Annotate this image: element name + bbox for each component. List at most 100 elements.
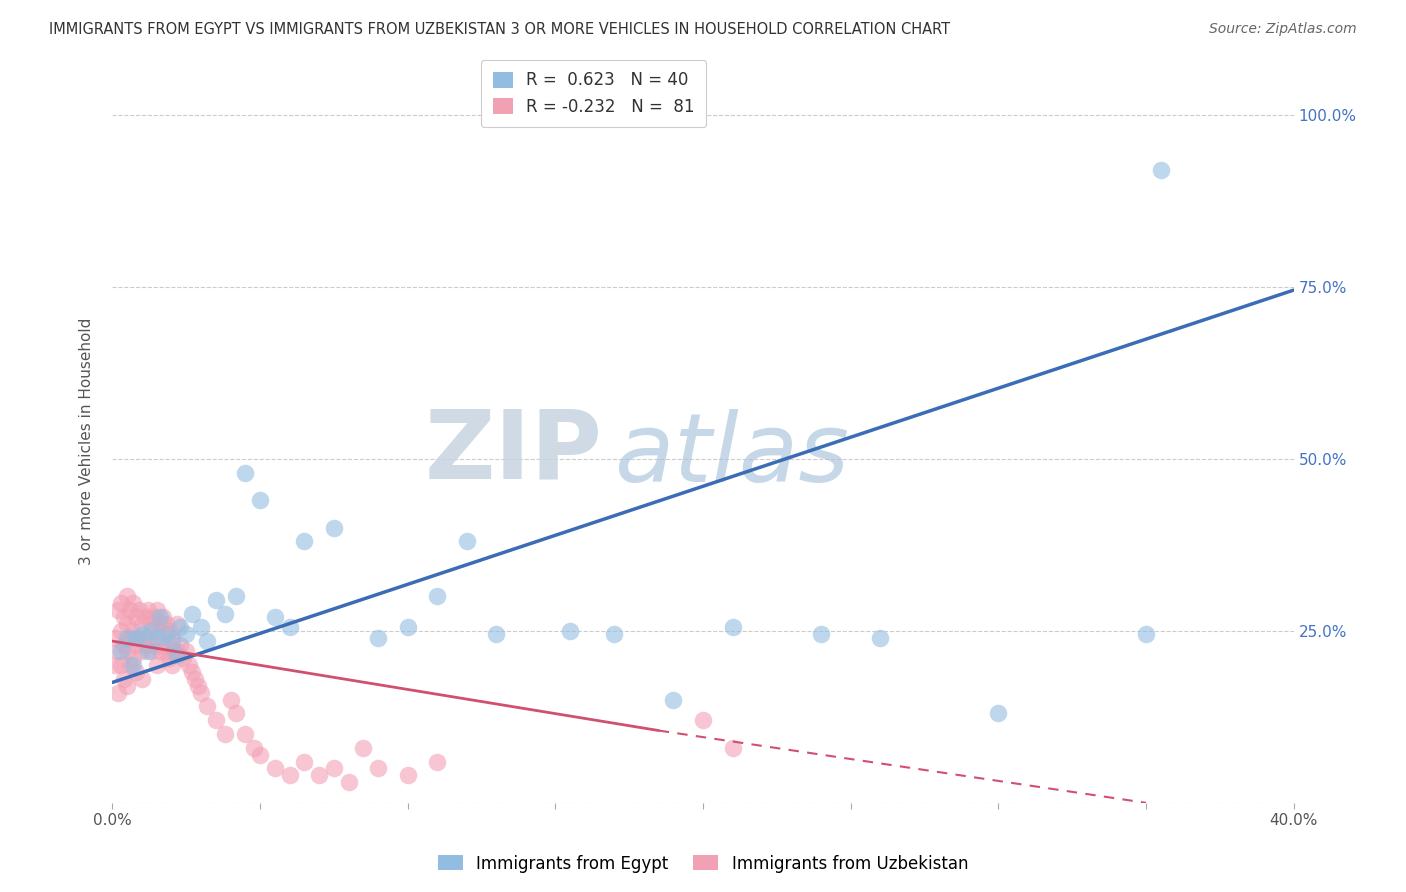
Point <box>205 592 228 607</box>
Point <box>662 692 685 706</box>
Point <box>174 627 197 641</box>
Point <box>131 672 153 686</box>
Point <box>160 658 183 673</box>
Point <box>172 651 194 665</box>
Text: ZIP: ZIP <box>425 406 603 499</box>
Point <box>131 627 153 641</box>
Point <box>149 644 172 658</box>
Point <box>120 631 142 645</box>
Point <box>225 590 247 604</box>
Point <box>456 534 478 549</box>
Point <box>136 644 159 658</box>
Text: IMMIGRANTS FROM EGYPT VS IMMIGRANTS FROM UZBEKISTAN 3 OR MORE VEHICLES IN HOUSEH: IMMIGRANTS FROM EGYPT VS IMMIGRANTS FROM… <box>49 22 950 37</box>
Point <box>155 644 177 658</box>
Point <box>426 755 449 769</box>
Point <box>721 620 744 634</box>
Point <box>292 755 315 769</box>
Point <box>214 727 236 741</box>
Point <box>603 627 626 641</box>
Point <box>136 603 159 617</box>
Point <box>134 610 156 624</box>
Point <box>352 740 374 755</box>
Point <box>146 624 169 638</box>
Point <box>278 768 301 782</box>
Point <box>149 610 172 624</box>
Point <box>169 620 191 634</box>
Point <box>142 610 165 624</box>
Point <box>233 466 256 480</box>
Point <box>323 520 346 534</box>
Point <box>195 699 218 714</box>
Point <box>264 610 287 624</box>
Point <box>160 634 183 648</box>
Point <box>117 590 138 604</box>
Point <box>187 679 209 693</box>
Point <box>181 607 204 621</box>
Point <box>869 631 891 645</box>
Point <box>181 665 204 679</box>
Point <box>112 610 135 624</box>
Point <box>128 603 150 617</box>
Point <box>117 631 138 645</box>
Point <box>104 631 127 645</box>
Point <box>292 534 315 549</box>
Point <box>219 692 242 706</box>
Point <box>146 603 169 617</box>
Text: atlas: atlas <box>614 409 849 502</box>
Point <box>323 761 346 775</box>
Point <box>169 638 191 652</box>
Point <box>163 644 186 658</box>
Point <box>195 634 218 648</box>
Point <box>110 658 132 673</box>
Point <box>987 706 1010 721</box>
Point <box>104 658 127 673</box>
Point <box>117 644 138 658</box>
Point <box>243 740 266 755</box>
Point <box>112 638 135 652</box>
Point <box>110 644 132 658</box>
Point <box>120 658 142 673</box>
Point <box>107 686 129 700</box>
Point <box>112 672 135 686</box>
Point <box>152 610 174 624</box>
Point <box>122 596 145 610</box>
Legend: R =  0.623   N = 40, R = -0.232   N =  81: R = 0.623 N = 40, R = -0.232 N = 81 <box>481 60 706 128</box>
Point <box>233 727 256 741</box>
Point <box>692 713 714 727</box>
Point <box>1150 162 1173 177</box>
Point <box>225 706 247 721</box>
Point <box>125 631 148 645</box>
Point <box>264 761 287 775</box>
Point <box>122 658 145 673</box>
Point <box>426 590 449 604</box>
Point <box>214 607 236 621</box>
Point <box>125 638 148 652</box>
Point <box>152 638 174 652</box>
Point <box>157 624 180 638</box>
Point <box>810 627 832 641</box>
Point <box>155 616 177 631</box>
Text: Source: ZipAtlas.com: Source: ZipAtlas.com <box>1209 22 1357 37</box>
Point <box>157 651 180 665</box>
Point <box>337 775 360 789</box>
Point <box>396 620 419 634</box>
Point <box>179 658 201 673</box>
Point <box>110 596 132 610</box>
Point <box>160 631 183 645</box>
Point <box>174 644 197 658</box>
Point <box>110 624 132 638</box>
Point <box>146 631 169 645</box>
Point <box>117 616 138 631</box>
Point <box>166 616 188 631</box>
Point <box>249 747 271 762</box>
Point <box>205 713 228 727</box>
Point <box>139 624 162 638</box>
Point <box>125 665 148 679</box>
Point <box>107 603 129 617</box>
Point <box>721 740 744 755</box>
Point <box>139 644 162 658</box>
Point <box>139 616 162 631</box>
Point <box>308 768 330 782</box>
Point <box>134 638 156 652</box>
Point <box>166 644 188 658</box>
